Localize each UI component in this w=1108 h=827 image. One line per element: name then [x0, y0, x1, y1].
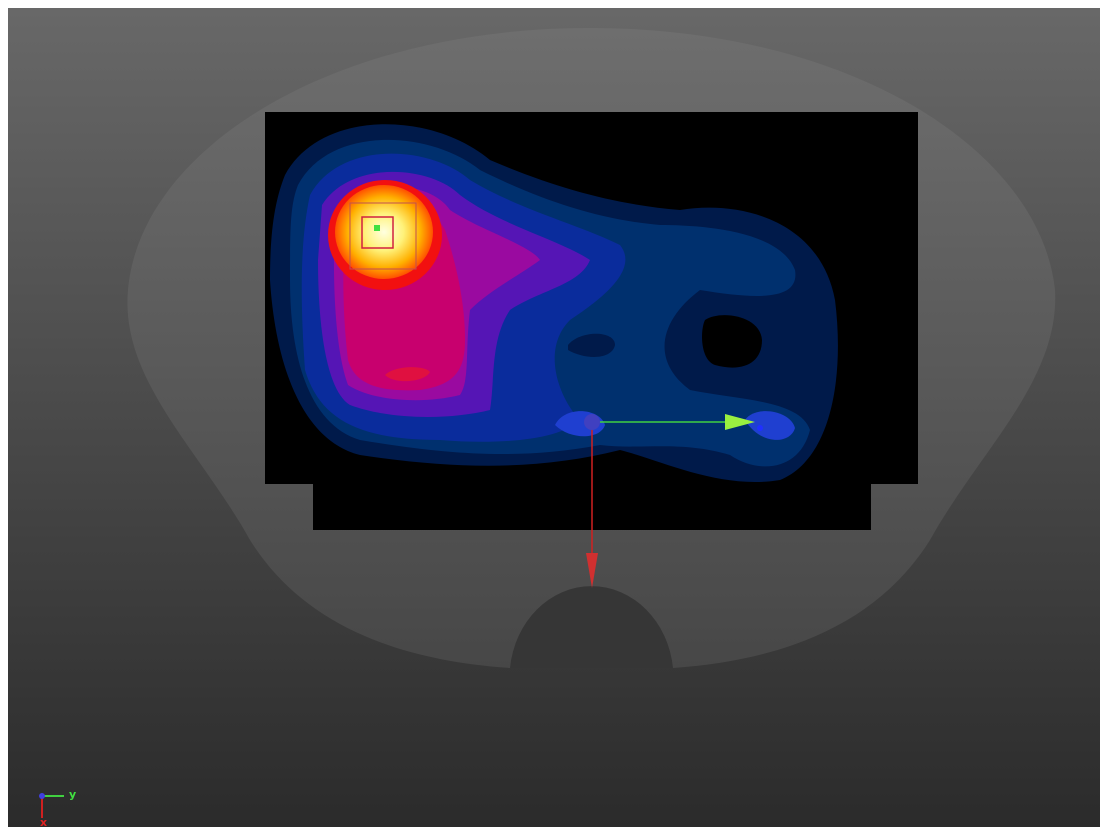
x-axis-label: x: [40, 816, 47, 827]
dose-contours: [270, 124, 838, 483]
orientation-triad: y x: [39, 788, 76, 827]
beam-axes: [584, 414, 763, 588]
table-cutout: [510, 586, 673, 668]
y-axis-label: y: [69, 788, 76, 801]
